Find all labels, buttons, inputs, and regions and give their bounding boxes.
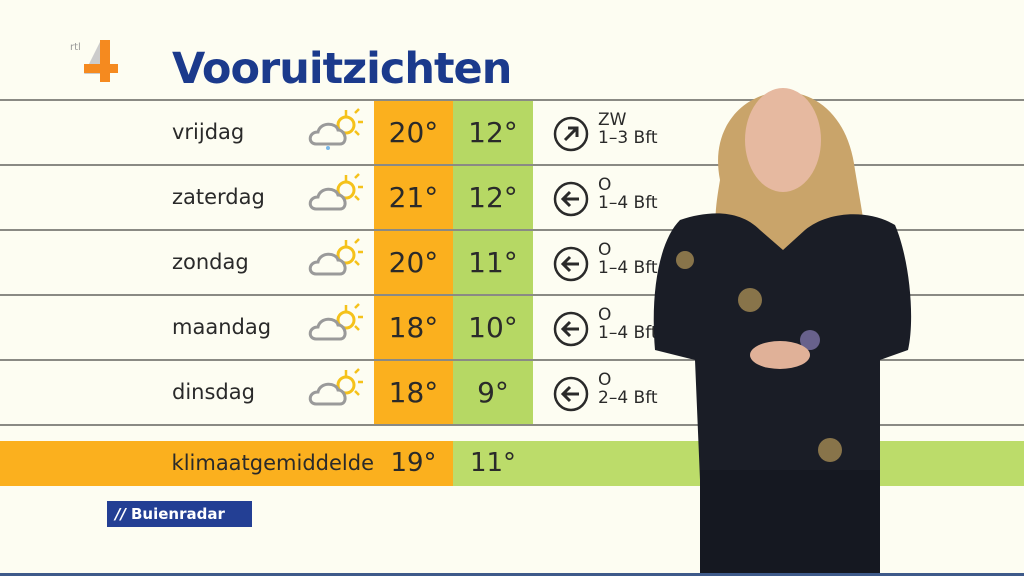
- min-temp-column: [453, 100, 533, 425]
- cloud-sun-icon: [308, 303, 363, 341]
- presenter: [653, 88, 912, 576]
- min-temp: 11°: [468, 246, 518, 279]
- arrow-west-icon: [553, 246, 589, 282]
- wind-direction: ZW: [598, 110, 627, 130]
- climate-label: klimaatgemiddelde: [171, 451, 374, 475]
- divider: [0, 294, 1024, 296]
- svg-text:rtl: rtl: [70, 42, 81, 53]
- divider: [0, 229, 1024, 231]
- cloud-sun-rain-icon: [308, 108, 363, 150]
- day-label: zondag: [172, 250, 249, 274]
- max-temp: 20°: [388, 116, 439, 149]
- divider: [0, 164, 1024, 166]
- max-temp: 18°: [388, 376, 439, 409]
- cloud-sun-icon: [308, 173, 363, 211]
- arrow-northeast-icon: [553, 116, 589, 152]
- wind-direction: O: [598, 240, 612, 260]
- wind-direction: O: [598, 305, 612, 325]
- wind-force: 1–4 Bft: [598, 258, 658, 278]
- min-temp: 12°: [468, 181, 518, 214]
- wind-force: 1–4 Bft: [598, 193, 658, 213]
- forecast-row: dinsdag 18° 9° O 2–4 Bft: [0, 360, 1024, 425]
- wind-direction: O: [598, 370, 612, 390]
- wind-force: 1–3 Bft: [598, 128, 658, 148]
- forecast-row: vrijdag 20° 12° ZW 1–3 Bft: [0, 100, 1024, 165]
- forecast-row: zaterdag 21° 12° O 1–4 Bft: [0, 165, 1024, 230]
- min-temp: 12°: [468, 116, 518, 149]
- arrow-west-icon: [553, 181, 589, 217]
- climate-min: 11°: [469, 448, 517, 478]
- divider: [0, 359, 1024, 361]
- divider: [0, 424, 1024, 426]
- cloud-sun-icon: [308, 238, 363, 276]
- forecast-row: maandag 18° 10° O 1–4 Bft: [0, 295, 1024, 360]
- min-temp: 10°: [468, 311, 518, 344]
- divider: [0, 99, 1024, 101]
- max-temp: 21°: [388, 181, 439, 214]
- max-temp-column: [374, 100, 453, 425]
- cloud-sun-icon: [308, 368, 363, 406]
- page-title: Vooruitzichten: [172, 44, 512, 94]
- bottom-border: [0, 573, 1024, 576]
- wind-force: 1–4 Bft: [598, 323, 658, 343]
- day-label: maandag: [172, 315, 272, 339]
- buienradar-logo: //Buienradar: [107, 501, 252, 527]
- arrow-west-icon: [553, 311, 589, 347]
- day-label: dinsdag: [172, 380, 255, 404]
- climate-max: 19°: [390, 448, 437, 478]
- day-label: zaterdag: [172, 185, 265, 209]
- max-temp: 20°: [388, 246, 439, 279]
- max-temp: 18°: [388, 311, 439, 344]
- arrow-west-icon: [553, 376, 589, 412]
- min-temp: 9°: [477, 376, 509, 409]
- rtl4-logo: rtl: [70, 40, 118, 82]
- wind-force: 2–4 Bft: [598, 388, 658, 408]
- day-label: vrijdag: [172, 120, 245, 144]
- forecast-row: zondag 20° 11° O 1–4 Bft: [0, 230, 1024, 295]
- wind-direction: O: [598, 175, 612, 195]
